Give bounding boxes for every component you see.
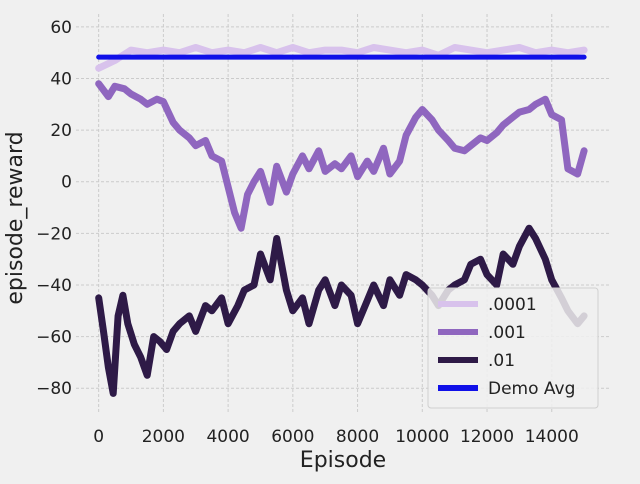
legend: .0001 .001 .01 Demo Avg	[427, 287, 599, 409]
x-tick-label: 6000	[271, 427, 314, 447]
x-tick-label: 8000	[336, 427, 379, 447]
y-tick-label: −20	[36, 224, 72, 244]
legend-label: .01	[488, 351, 515, 371]
x-axis-label: Episode	[300, 448, 386, 473]
x-tick-label: 0	[93, 427, 104, 447]
y-tick-label: 60	[50, 18, 72, 38]
x-tick-label: 10000	[395, 427, 449, 447]
series-group	[95, 44, 588, 397]
legend-label: Demo Avg	[488, 379, 575, 399]
series-line-1	[95, 80, 588, 232]
y-tick-label: 20	[50, 121, 72, 141]
series-line-0	[95, 44, 588, 72]
legend-label: .001	[488, 323, 526, 343]
x-tick-label: 4000	[206, 427, 249, 447]
series-line-2	[95, 224, 588, 397]
x-tick-label: 2000	[142, 427, 185, 447]
legend-label: .0001	[488, 295, 537, 315]
y-tick-label: 0	[61, 173, 72, 193]
x-tick-label: 14000	[525, 427, 579, 447]
ticks: 0 2000 4000 6000 8000 10000 12000 14000 −80 −60 −4…	[36, 18, 579, 447]
y-tick-label: −40	[36, 276, 72, 296]
y-tick-label: −80	[36, 379, 72, 399]
y-tick-label: 40	[50, 70, 72, 90]
x-tick-label: 12000	[460, 427, 514, 447]
legend-box	[427, 287, 599, 409]
y-axis-label: episode_reward	[3, 131, 28, 304]
y-tick-label: −60	[36, 328, 72, 348]
